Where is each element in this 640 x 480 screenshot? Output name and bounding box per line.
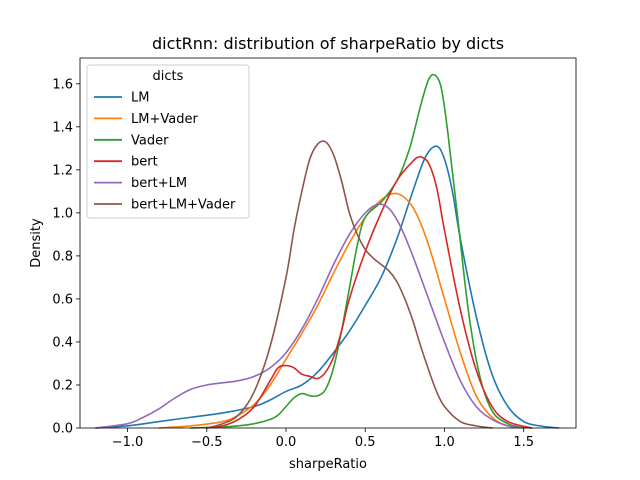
y-tick-label: 1.0 <box>52 206 73 221</box>
legend-title: dicts <box>153 69 184 84</box>
series-line-bert-lm <box>95 203 525 429</box>
y-tick-label: 0.6 <box>52 292 73 307</box>
legend-label-bert-lm: bert+LM <box>131 176 187 191</box>
legend-label-lm-vader: LM+Vader <box>131 112 198 127</box>
y-tick-label: 0.4 <box>52 335 73 350</box>
y-tick-label: 0.2 <box>52 378 73 393</box>
series-line-lm <box>95 145 560 429</box>
legend-label-vader: Vader <box>131 133 169 148</box>
y-axis-title: Density <box>29 218 44 268</box>
y-tick-label: 1.4 <box>52 120 73 135</box>
x-tick-label: 1.5 <box>513 435 534 450</box>
plot-frame <box>79 57 577 429</box>
x-axis: −1.0 −0.5 0.0 0.5 1.0 1.5 <box>112 428 534 450</box>
legend-label-bert: bert <box>131 155 158 170</box>
y-tick-label: 0.8 <box>52 249 73 264</box>
series-line-bert <box>205 156 533 429</box>
x-axis-title: sharpeRatio <box>289 457 367 472</box>
y-axis: 0.0 0.2 0.4 0.6 0.8 1.0 1.2 1.4 1.6 <box>52 77 80 437</box>
legend-items: LM LM+Vader Vader bert bert+LM bert+LM+Vader <box>94 91 236 213</box>
plot-series <box>95 73 560 429</box>
y-tick-label: 0.0 <box>52 422 73 437</box>
legend-label-lm: LM <box>131 91 149 106</box>
legend-label-bert-lm-vader: bert+LM+Vader <box>131 198 236 213</box>
chart-title: dictRnn: distribution of sharpeRatio by … <box>152 34 504 53</box>
legend-box <box>86 64 250 219</box>
x-tick-label: 1.0 <box>434 435 455 450</box>
x-tick-label: −1.0 <box>112 435 144 450</box>
x-tick-label: 0.0 <box>276 435 297 450</box>
legend: dicts LM LM+Vader Vader bert bert+LM bert+LM+… <box>86 64 250 219</box>
x-tick-label: 0.5 <box>355 435 376 450</box>
series-line-bert-lm-vader <box>205 140 493 429</box>
y-tick-label: 1.6 <box>52 77 73 92</box>
x-tick-label: −0.5 <box>191 435 223 450</box>
y-tick-label: 1.2 <box>52 163 73 178</box>
